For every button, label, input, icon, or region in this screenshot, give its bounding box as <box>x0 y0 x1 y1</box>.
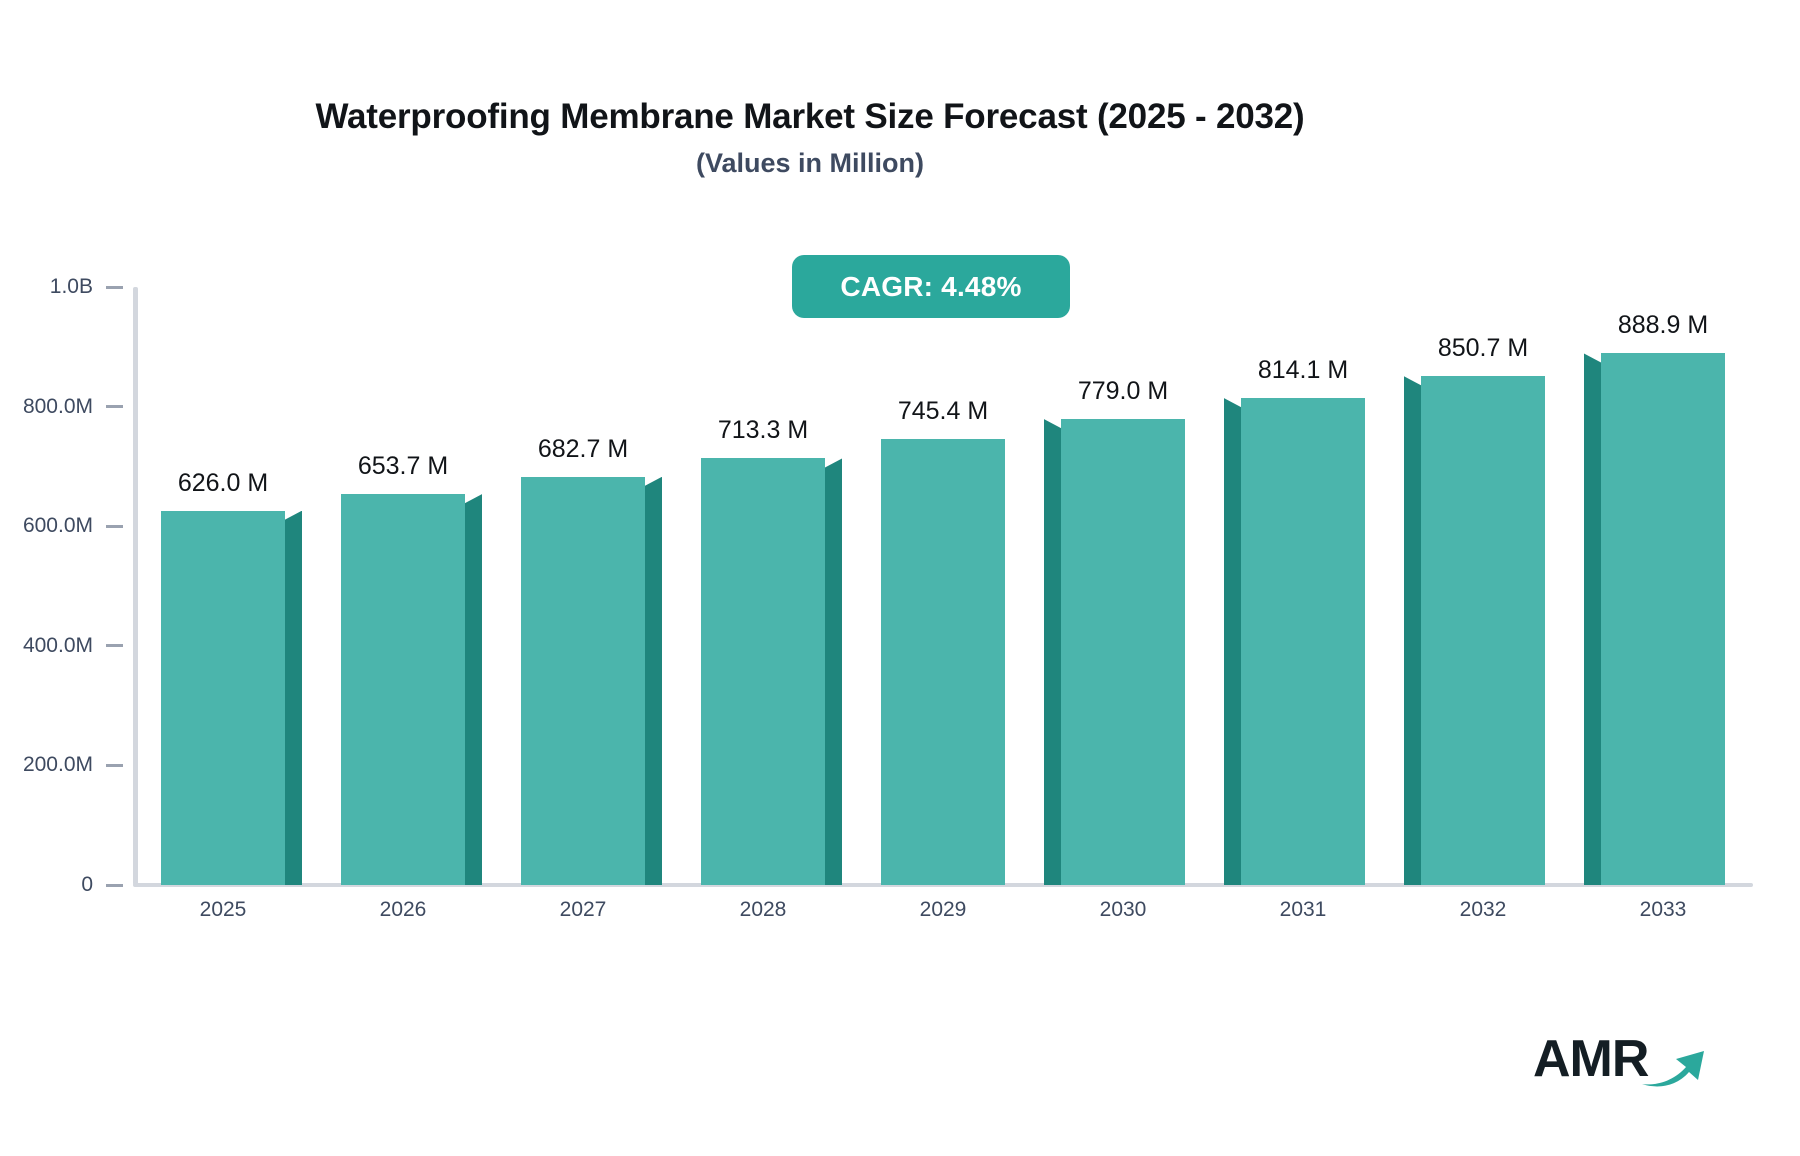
bar-front-face <box>161 510 302 885</box>
bar-front-face <box>881 439 1005 885</box>
y-axis-tick: 400.0M <box>23 634 133 658</box>
bar[interactable]: 779.0 M <box>1044 377 1185 885</box>
x-axis-tick-label: 2028 <box>739 898 787 921</box>
y-axis-tick-mark <box>106 883 123 887</box>
y-axis-ticks: 0 200.0M 400.0M 600.0M 800.0M 1.0B <box>0 0 133 1156</box>
y-axis-tick-label: 200.0M <box>22 753 93 777</box>
bar-front-face <box>1404 376 1545 885</box>
x-axis-ticks: 2025 2026 2027 2028 2029 2030 2031 2032 2033 <box>133 898 1753 922</box>
bar-value-label: 745.4 M <box>897 397 989 426</box>
x-axis-tick-label: 2032 <box>1459 898 1507 921</box>
x-axis-tick-label: 2030 <box>1099 898 1147 921</box>
x-axis-tick-label: 2031 <box>1279 898 1327 921</box>
bar-side-face <box>285 510 302 885</box>
bar-slot: 888.9 M <box>1573 287 1753 885</box>
bar-slot: 814.1 M <box>1213 287 1393 885</box>
y-axis-tick-label: 600.0M <box>22 514 93 538</box>
bar-side-face <box>465 494 482 885</box>
bar[interactable]: 682.7 M <box>521 435 662 885</box>
bar-value-label: 682.7 M <box>537 434 629 463</box>
x-axis-tick-label: 2025 <box>199 898 247 921</box>
bar[interactable]: 653.7 M <box>341 452 482 885</box>
logo-wordmark: AMR <box>1533 1029 1649 1088</box>
y-axis-tick-label: 1.0B <box>49 275 93 298</box>
bar[interactable]: 745.4 M <box>881 397 1005 885</box>
bar-front-face <box>1044 419 1185 885</box>
bar[interactable]: 713.3 M <box>701 416 842 885</box>
bar-value-label: 814.1 M <box>1257 356 1349 385</box>
bar-side-face <box>825 458 842 885</box>
x-axis-tick-label: 2033 <box>1639 898 1687 921</box>
y-axis-tick-label: 0 <box>81 873 93 896</box>
y-axis-tick: 1.0B <box>50 275 133 299</box>
chart-subtitle: (Values in Million) <box>695 148 925 178</box>
trending-up-arrow-icon <box>1640 1037 1706 1094</box>
y-axis-tick-mark <box>106 763 123 767</box>
y-axis-tick: 0 <box>81 873 133 897</box>
x-axis-line <box>133 883 1753 887</box>
y-axis-tick: 800.0M <box>23 395 133 419</box>
bar-side-face <box>1584 353 1601 885</box>
bar-slot: 653.7 M <box>313 287 493 885</box>
bar-slot: 682.7 M <box>493 287 673 885</box>
x-axis-tick-label: 2026 <box>379 898 427 921</box>
bar-slot: 779.0 M <box>1033 287 1213 885</box>
bar-front-face <box>341 494 482 885</box>
bar-value-label: 653.7 M <box>357 452 449 481</box>
bar-side-face <box>645 476 662 885</box>
bar-slot: 713.3 M <box>673 287 853 885</box>
y-axis-line <box>133 287 138 885</box>
bar[interactable]: 626.0 M <box>161 469 302 885</box>
bar-slot: 850.7 M <box>1393 287 1573 885</box>
y-axis-tick-mark <box>106 644 123 648</box>
bar-slot: 626.0 M <box>133 287 313 885</box>
bar-side-face <box>1224 398 1241 885</box>
bar-value-label: 626.0 M <box>177 468 269 497</box>
bar-side-face <box>1044 419 1061 885</box>
y-axis-tick: 200.0M <box>23 753 133 777</box>
bar-series: 626.0 M 653.7 M 682.7 M 713.3 M 745.4 M 779.0… <box>133 287 1753 885</box>
x-axis-tick-label: 2027 <box>559 898 607 921</box>
y-axis-tick-mark <box>106 405 123 409</box>
bar-front-face <box>701 458 842 885</box>
bar-value-label: 850.7 M <box>1437 334 1529 363</box>
bar-value-label: 779.0 M <box>1077 377 1169 406</box>
bar-value-label: 713.3 M <box>717 416 809 445</box>
bar[interactable]: 850.7 M <box>1404 334 1545 885</box>
cagr-badge: CAGR: 4.48% <box>792 255 1070 318</box>
bar-side-face <box>1404 376 1421 885</box>
y-axis-tick-mark <box>106 524 123 528</box>
bar-front-face <box>1584 353 1725 885</box>
bar[interactable]: 814.1 M <box>1224 356 1365 885</box>
bar[interactable]: 888.9 M <box>1584 311 1725 885</box>
y-axis-tick-label: 800.0M <box>22 394 93 418</box>
bar-front-face <box>1224 398 1365 885</box>
bar-slot: 745.4 M <box>853 287 1033 885</box>
bar-value-label: 888.9 M <box>1617 311 1709 340</box>
x-axis-tick-label: 2029 <box>919 898 967 921</box>
chart-title: Waterproofing Membrane Market Size Forec… <box>315 97 1305 136</box>
y-axis-tick: 600.0M <box>23 514 133 538</box>
y-axis-tick-mark <box>106 285 123 289</box>
amr-logo: AMR <box>1533 1023 1706 1094</box>
bar-front-face <box>521 476 662 885</box>
y-axis-tick-label: 400.0M <box>22 633 93 657</box>
